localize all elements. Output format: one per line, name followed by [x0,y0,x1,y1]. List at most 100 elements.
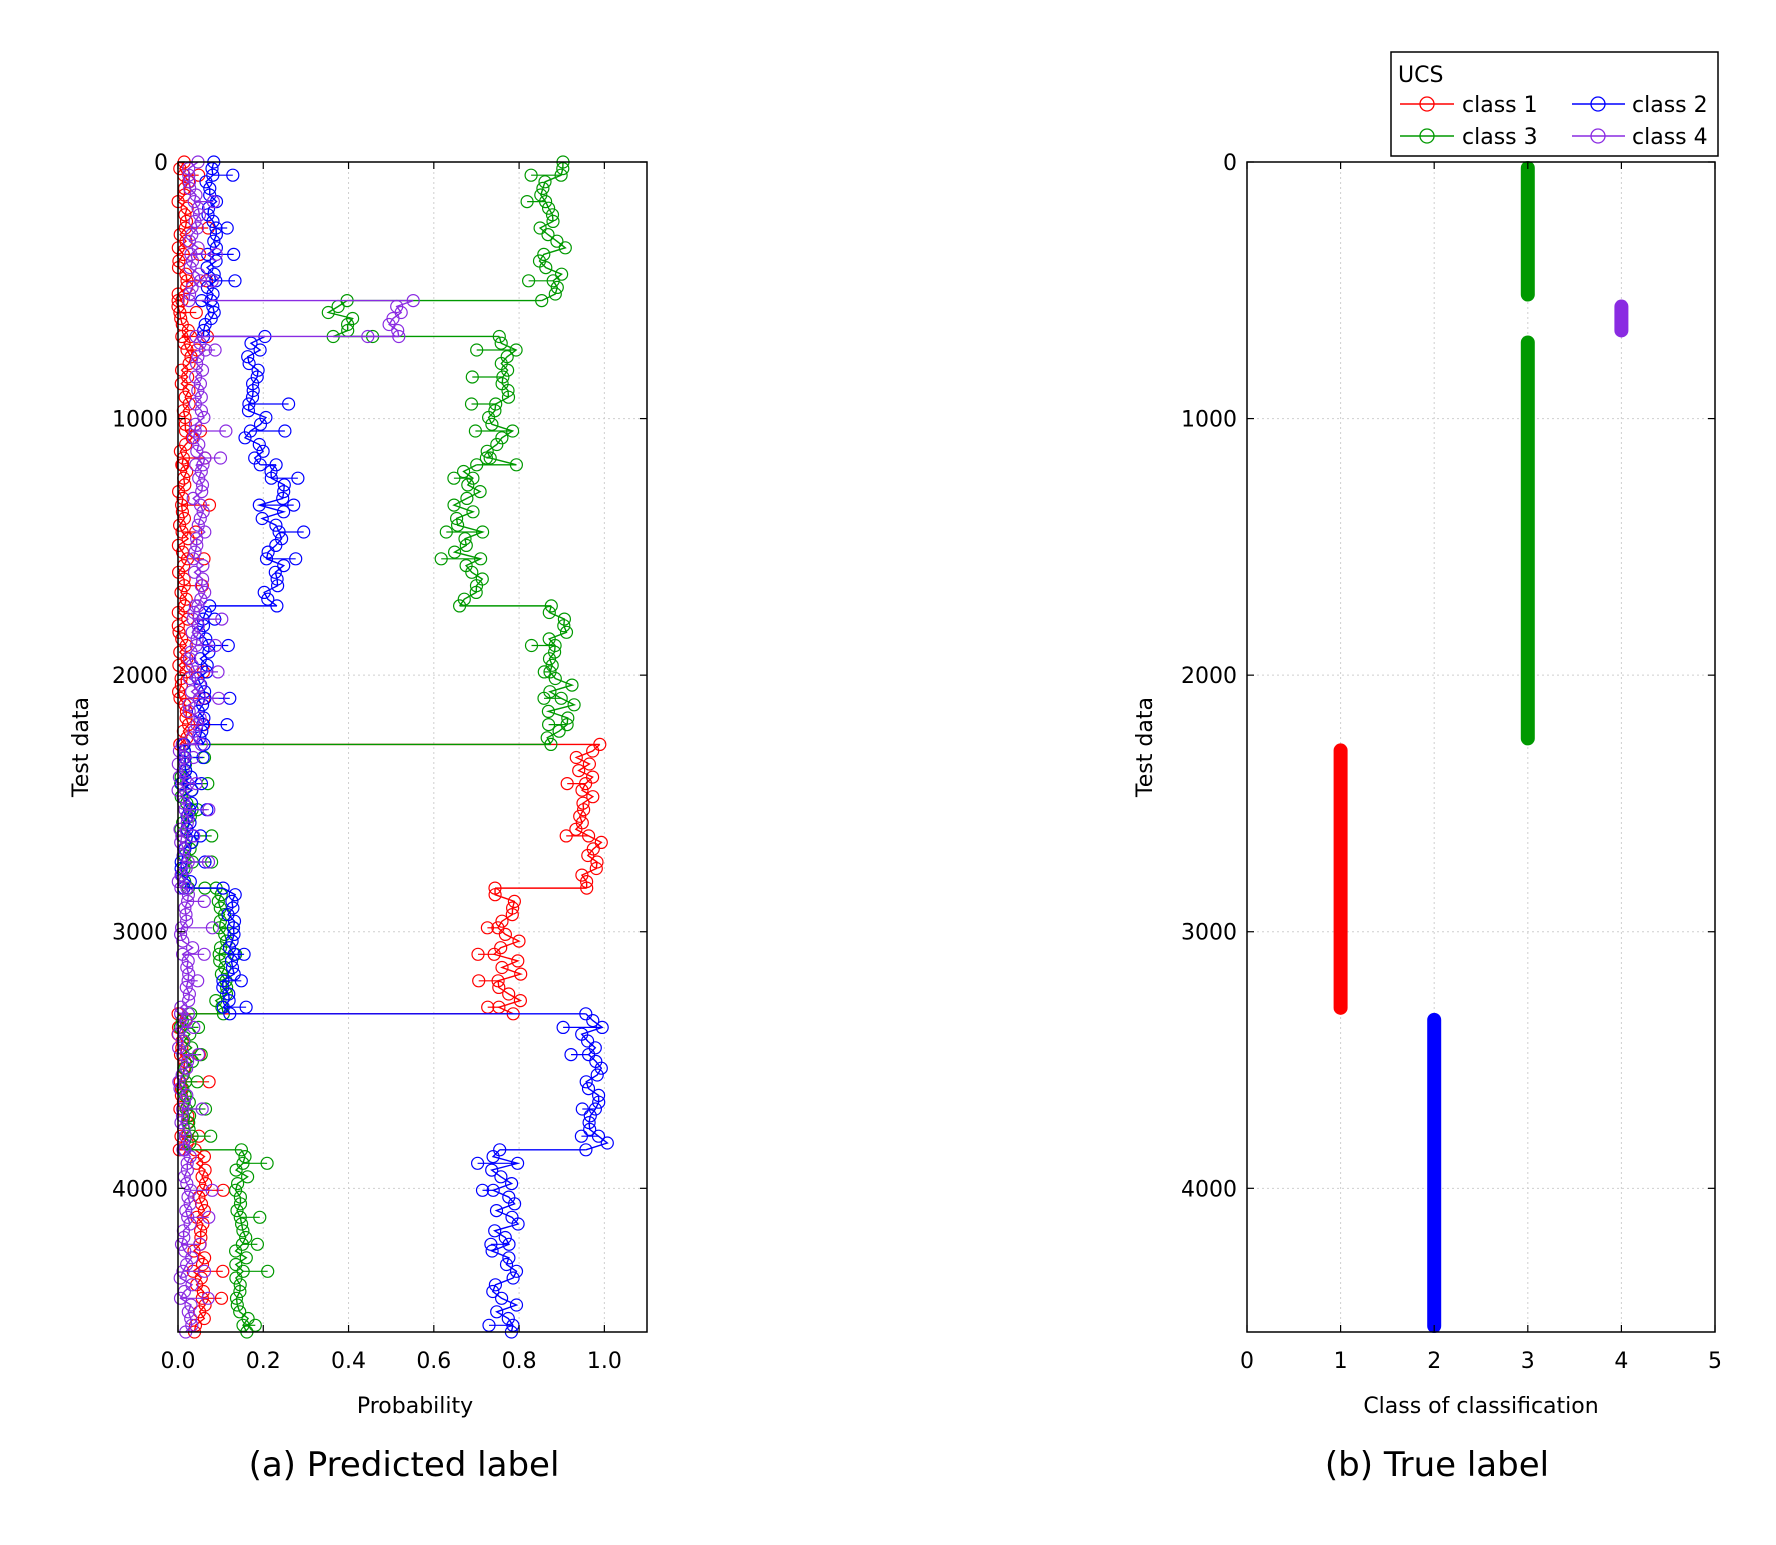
point-class3 [533,221,547,235]
point-class1 [573,809,587,823]
point-class4 [188,599,202,613]
point-class3 [220,980,234,995]
ylabel-a: Test data [69,697,94,798]
point-class2 [207,305,221,320]
legend-entry-class3: class 3 [1400,125,1538,150]
point-class1 [174,585,188,600]
point-class1 [488,888,502,902]
point-class4 [176,790,190,804]
outlier-class4 [201,855,216,869]
point-class2 [511,1217,525,1231]
outlier-class4 [215,612,229,626]
outlier-class4 [195,1102,209,1116]
point-class2 [579,1007,593,1021]
outlier-class2 [297,525,311,539]
point-class3 [470,458,484,472]
outlier-class2 [223,691,237,705]
b-xtick-label: 3 [1521,1349,1535,1374]
point-class3 [557,612,572,626]
point-class4 [180,1163,194,1177]
point-class2 [486,1284,500,1299]
point-class3 [241,1311,255,1326]
point-class2 [270,572,284,586]
point-class4 [181,1190,195,1204]
point-class2 [241,350,255,364]
point-class1 [174,311,188,326]
legend-entry-class4: class 4 [1572,125,1708,150]
point-class1 [194,1230,208,1245]
point-class4 [193,711,207,725]
trace-class4 [187,161,202,301]
outlier-class3 [521,274,536,288]
outlier-class4 [189,776,203,791]
b-xtick-label: 5 [1708,1349,1722,1374]
point-class2 [277,558,291,573]
point-class3 [238,1149,252,1164]
point-class1 [569,750,583,765]
outlier-class3 [261,1264,275,1278]
point-class3 [236,1224,250,1238]
point-class2 [277,485,291,499]
point-class4 [179,1203,193,1218]
outlier-class4 [201,1291,215,1305]
point-class1 [180,201,194,215]
trace-class3 [452,464,485,607]
point-class2 [193,652,207,666]
point-class2 [195,724,209,738]
point-class2 [271,579,285,593]
point-class3 [501,383,515,398]
point-class1 [193,1305,207,1319]
point-class4 [189,370,203,384]
point-class1 [513,993,528,1008]
point-class3 [233,1197,248,1211]
point-class2 [506,1271,520,1285]
point-class4 [185,1278,199,1292]
point-class1 [198,1251,212,1265]
point-class1 [175,505,189,519]
point-class3 [546,214,560,228]
point-class2 [505,1176,519,1191]
outlier-class4 [191,974,205,988]
point-class1 [192,1190,206,1204]
outlier-class2 [227,247,241,261]
point-class1 [174,377,188,391]
point-class1 [178,410,192,425]
point-class3 [541,704,556,719]
trace-class3 [486,336,518,466]
point-class4 [185,1251,199,1265]
point-class1 [178,417,192,431]
point-class3 [185,1041,199,1055]
point-class2 [246,377,260,391]
point-class3 [234,1143,248,1157]
point-class2 [185,783,199,797]
point-class4 [185,685,199,699]
point-class3 [341,317,355,332]
a-ytick-label: 2000 [112,664,168,689]
outlier-class4 [205,1183,219,1197]
point-class4 [172,1075,186,1089]
point-class1 [173,444,187,458]
outlier-class2 [278,424,292,438]
point-class4 [175,1068,189,1082]
point-class3 [233,1284,247,1299]
point-class1 [178,698,192,712]
point-class2 [238,431,252,445]
legend-entry-class2: class 2 [1572,93,1708,118]
outlier-class4 [191,1047,206,1062]
point-class4 [182,704,196,719]
point-class2 [588,1041,602,1055]
point-class2 [276,491,290,505]
point-class3 [229,1163,243,1177]
point-class1 [179,437,193,452]
point-class4 [195,363,210,377]
point-class4 [178,1143,192,1157]
point-class4 [197,410,211,425]
point-class3 [548,287,562,301]
point-class3 [321,305,335,320]
point-class2 [203,181,217,195]
point-class3 [541,201,556,215]
ylabel-b: Test data [1133,697,1158,798]
outlier-class1 [189,525,203,539]
point-class3 [565,678,579,692]
point-class4 [190,532,204,546]
